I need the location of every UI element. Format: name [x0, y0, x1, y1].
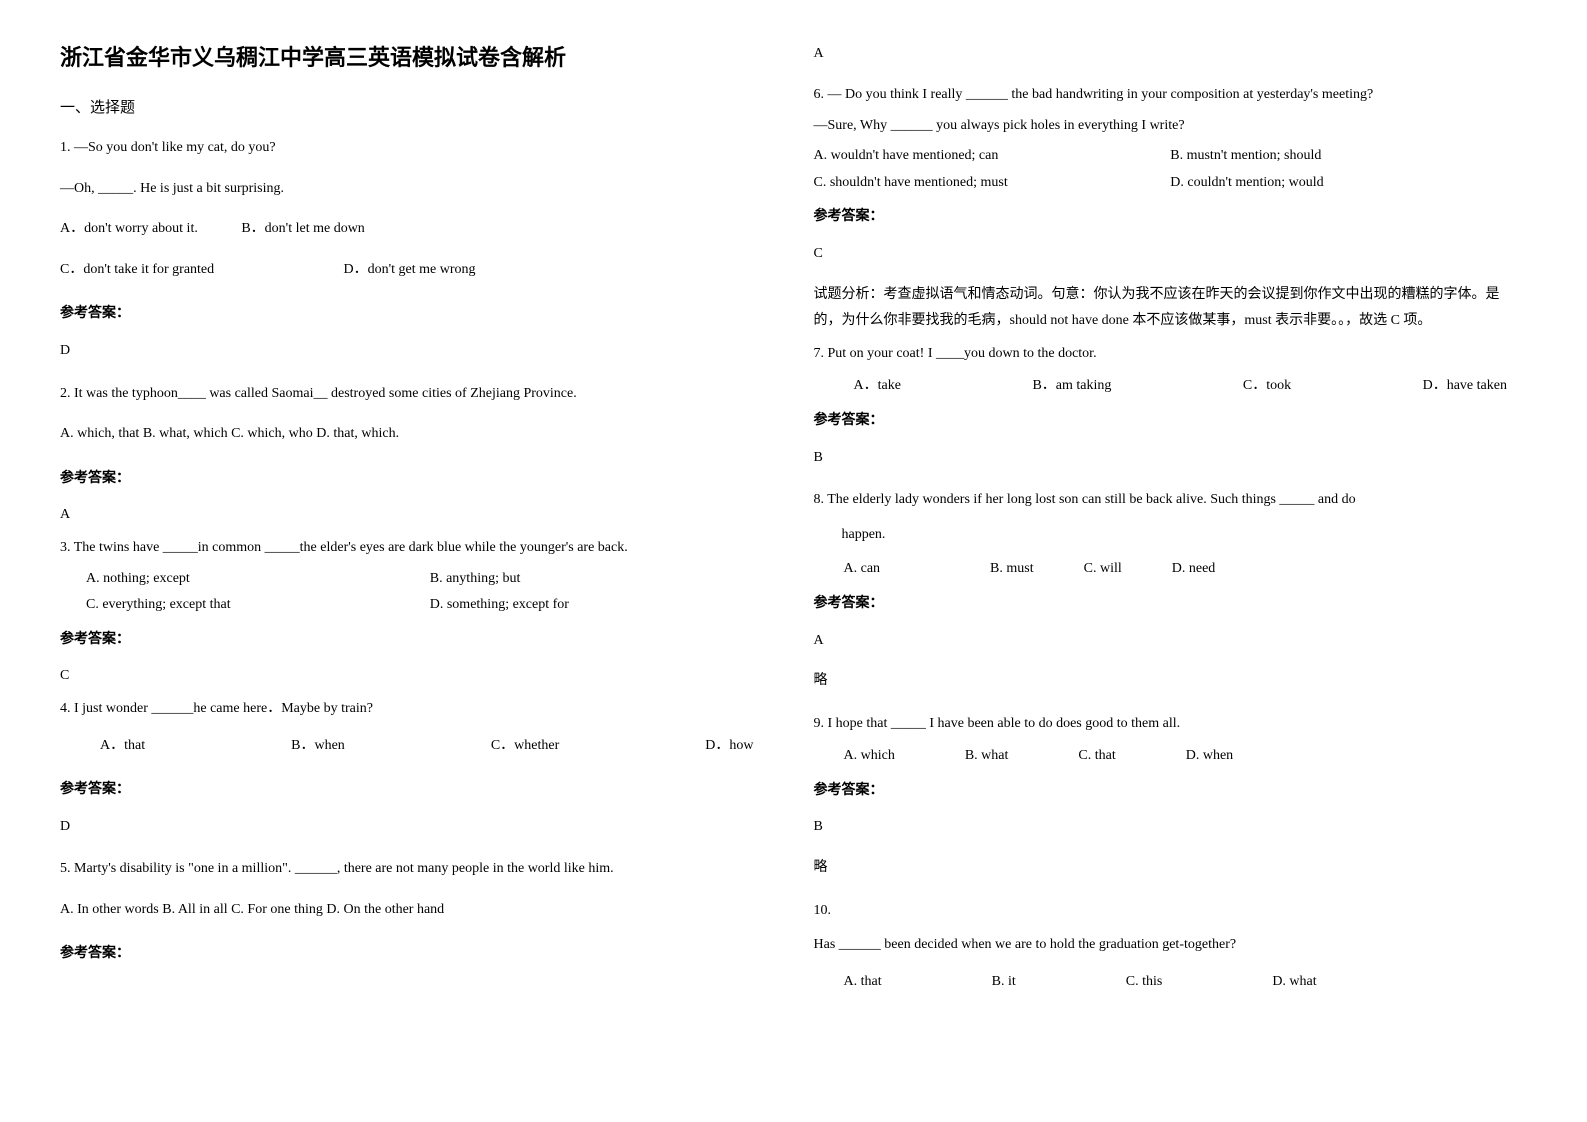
q9-optB: B. what: [965, 743, 1009, 770]
q2-answer-label: 参考答案：: [60, 466, 774, 493]
section-header: 一、选择题: [60, 96, 774, 117]
q1-optB: B．don't let me down: [241, 221, 364, 236]
q1-answer-label: 参考答案：: [60, 301, 774, 328]
q8-text: 8. The elderly lady wonders if her long …: [814, 487, 1528, 514]
q6-optB: B. mustn't mention; should: [1170, 143, 1527, 170]
q3-options-row1: A. nothing; except B. anything; but: [60, 566, 774, 593]
q8-answer-label: 参考答案：: [814, 591, 1528, 618]
q10-optA: A. that: [844, 969, 882, 996]
q8-optB: B. must: [990, 556, 1034, 583]
question-7: 7. Put on your coat! I ____you down to t…: [814, 341, 1528, 471]
q5-answer: A: [814, 46, 1528, 62]
q3-optA: A. nothing; except: [86, 566, 430, 593]
q3-options-row2: C. everything; except that D. something;…: [60, 592, 774, 619]
q9-optA: A. which: [844, 743, 895, 770]
question-1: 1. —So you don't like my cat, do you? —O…: [60, 135, 774, 365]
q7-answer: B: [814, 445, 1528, 472]
q10-options: A. that B. it C. this D. what: [814, 969, 1528, 996]
q6-line2: —Sure, Why ______ you always pick holes …: [814, 113, 1528, 140]
question-3: 3. The twins have _____in common _____th…: [60, 535, 774, 690]
page-title: 浙江省金华市义乌稠江中学高三英语模拟试卷含解析: [60, 40, 774, 72]
question-9: 9. I hope that _____ I have been able to…: [814, 711, 1528, 882]
q10-optB: B. it: [992, 969, 1016, 996]
q1-optA: A．don't worry about it.: [60, 221, 198, 236]
right-column: A 6. — Do you think I really ______ the …: [814, 40, 1528, 1011]
q6-line1: 6. — Do you think I really ______ the ba…: [814, 82, 1528, 109]
q1-line1: 1. —So you don't like my cat, do you?: [60, 135, 774, 162]
q7-optA: A．take: [854, 373, 901, 400]
q8-options: A. can B. must C. will D. need: [814, 556, 1528, 583]
q6-options-row2: C. shouldn't have mentioned; must D. cou…: [814, 170, 1528, 197]
q1-options-row2: C．don't take it for granted D．don't get …: [60, 257, 774, 284]
q1-optD: D．don't get me wrong: [344, 262, 476, 277]
q4-optA: A．that: [100, 733, 145, 760]
q7-text: 7. Put on your coat! I ____you down to t…: [814, 341, 1528, 368]
q7-optD: D．have taken: [1423, 373, 1507, 400]
q8-text2: happen.: [814, 522, 1528, 549]
question-8: 8. The elderly lady wonders if her long …: [814, 487, 1528, 695]
q9-note: 略: [814, 855, 1528, 882]
q9-options: A. which B. what C. that D. when: [814, 743, 1528, 770]
left-column: 浙江省金华市义乌稠江中学高三英语模拟试卷含解析 一、选择题 1. —So you…: [60, 40, 774, 1011]
question-5: 5. Marty's disability is "one in a milli…: [60, 856, 774, 968]
q6-optA: A. wouldn't have mentioned; can: [814, 143, 1171, 170]
q8-optD: D. need: [1172, 556, 1216, 583]
q7-options: A．take B．am taking C．took D．have taken: [814, 373, 1528, 400]
q3-optC: C. everything; except that: [86, 592, 430, 619]
question-6: 6. — Do you think I really ______ the ba…: [814, 82, 1528, 335]
q1-line2: —Oh, _____. He is just a bit surprising.: [60, 176, 774, 203]
q8-note: 略: [814, 668, 1528, 695]
q6-optC: C. shouldn't have mentioned; must: [814, 170, 1171, 197]
q4-text: 4. I just wonder ______he came here．Mayb…: [60, 696, 774, 723]
q3-optB: B. anything; but: [430, 566, 774, 593]
q3-text: 3. The twins have _____in common _____th…: [60, 535, 774, 562]
question-10: 10. Has ______ been decided when we are …: [814, 898, 1528, 996]
q9-optC: C. that: [1078, 743, 1115, 770]
q6-answer-label: 参考答案：: [814, 204, 1528, 231]
q8-optC: C. will: [1084, 556, 1122, 583]
q1-optC: C．don't take it for granted: [60, 257, 340, 284]
q9-text: 9. I hope that _____ I have been able to…: [814, 711, 1528, 738]
q2-options: A. which, that B. what, which C. which, …: [60, 421, 774, 448]
q9-answer-label: 参考答案：: [814, 778, 1528, 805]
q8-answer: A: [814, 628, 1528, 655]
q4-optB: B．when: [291, 733, 345, 760]
q3-answer-label: 参考答案：: [60, 627, 774, 654]
q5-text: 5. Marty's disability is "one in a milli…: [60, 856, 774, 883]
question-2: 2. It was the typhoon____ was called Sao…: [60, 381, 774, 529]
q4-optC: C．whether: [491, 733, 559, 760]
q10-optC: C. this: [1126, 969, 1163, 996]
q6-optD: D. couldn't mention; would: [1170, 170, 1527, 197]
q4-options: A．that B．when C．whether D．how: [60, 733, 774, 760]
q7-answer-label: 参考答案：: [814, 408, 1528, 435]
q4-answer-label: 参考答案：: [60, 777, 774, 804]
q8-optA: A. can: [844, 556, 881, 583]
q10-optD: D. what: [1272, 969, 1316, 996]
q10-num: 10.: [814, 898, 1528, 925]
q2-text: 2. It was the typhoon____ was called Sao…: [60, 381, 774, 408]
q10-text: Has ______ been decided when we are to h…: [814, 932, 1528, 959]
q6-answer: C: [814, 241, 1528, 268]
q5-answer-label: 参考答案：: [60, 941, 774, 968]
question-4: 4. I just wonder ______he came here．Mayb…: [60, 696, 774, 840]
exam-page: 浙江省金华市义乌稠江中学高三英语模拟试卷含解析 一、选择题 1. —So you…: [60, 40, 1527, 1011]
q5-options: A. In other words B. All in all C. For o…: [60, 897, 774, 924]
q6-options-row1: A. wouldn't have mentioned; can B. mustn…: [814, 143, 1528, 170]
q7-optC: C．took: [1243, 373, 1291, 400]
q1-answer: D: [60, 338, 774, 365]
q7-optB: B．am taking: [1032, 373, 1111, 400]
q9-answer: B: [814, 814, 1528, 841]
q4-optD: D．how: [705, 733, 753, 760]
q1-options-row1: A．don't worry about it. B．don't let me d…: [60, 216, 774, 243]
q2-answer: A: [60, 502, 774, 529]
q6-explanation: 试题分析：考查虚拟语气和情态动词。句意：你认为我不应该在昨天的会议提到你作文中出…: [814, 282, 1528, 335]
q9-optD: D. when: [1186, 743, 1233, 770]
q3-answer: C: [60, 663, 774, 690]
q4-answer: D: [60, 814, 774, 841]
q3-optD: D. something; except for: [430, 592, 774, 619]
